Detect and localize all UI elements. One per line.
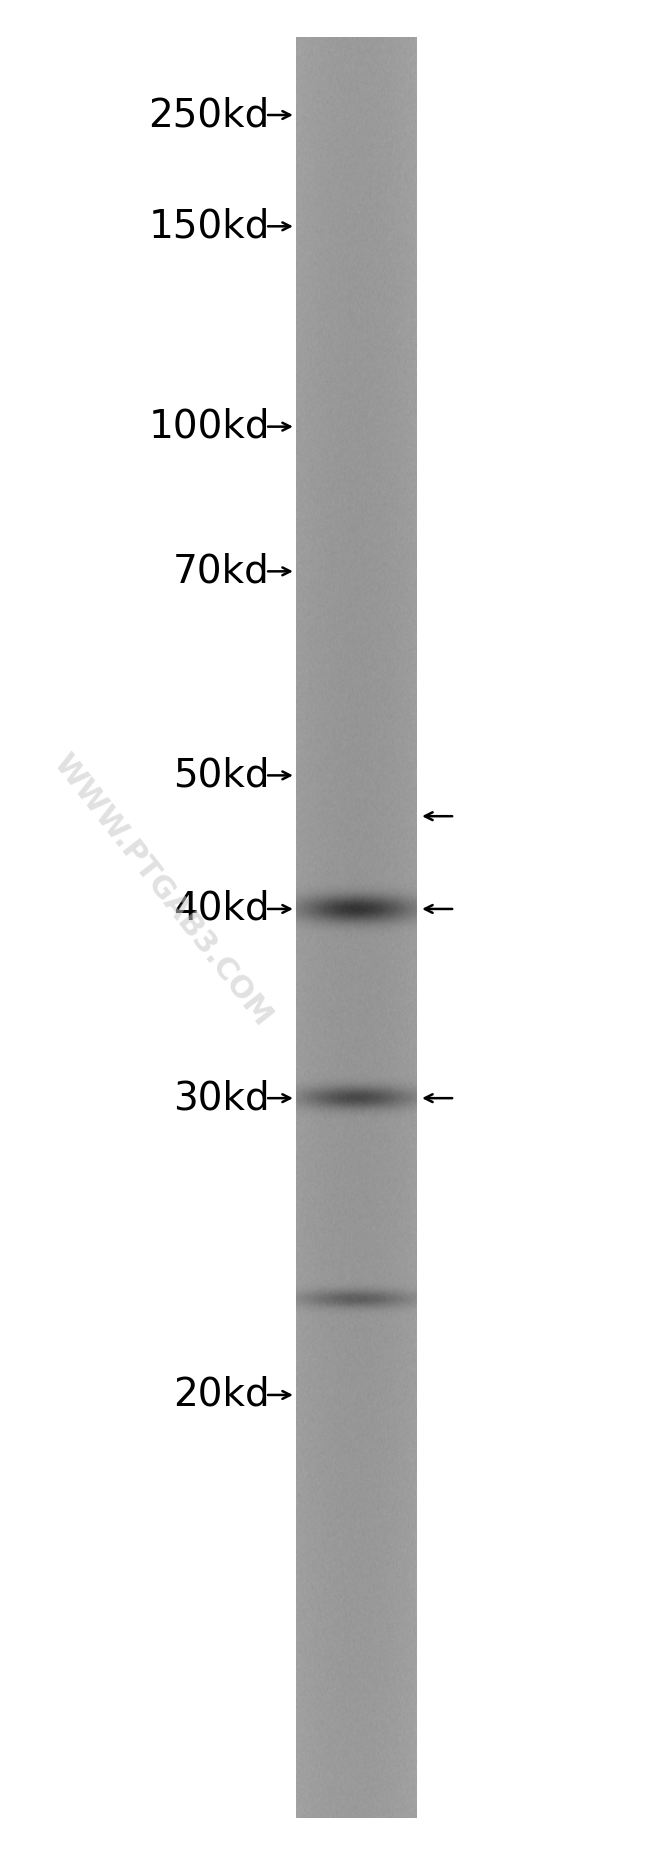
Text: WWW.PTGAB3.COM: WWW.PTGAB3.COM bbox=[47, 749, 278, 1031]
Text: 40kd: 40kd bbox=[173, 890, 270, 928]
Text: 70kd: 70kd bbox=[173, 553, 270, 590]
Text: 250kd: 250kd bbox=[148, 96, 270, 134]
Text: 30kd: 30kd bbox=[173, 1080, 270, 1117]
Text: 100kd: 100kd bbox=[148, 408, 270, 445]
Text: 150kd: 150kd bbox=[148, 208, 270, 245]
Text: 50kd: 50kd bbox=[174, 757, 270, 794]
Text: 20kd: 20kd bbox=[173, 1376, 270, 1414]
